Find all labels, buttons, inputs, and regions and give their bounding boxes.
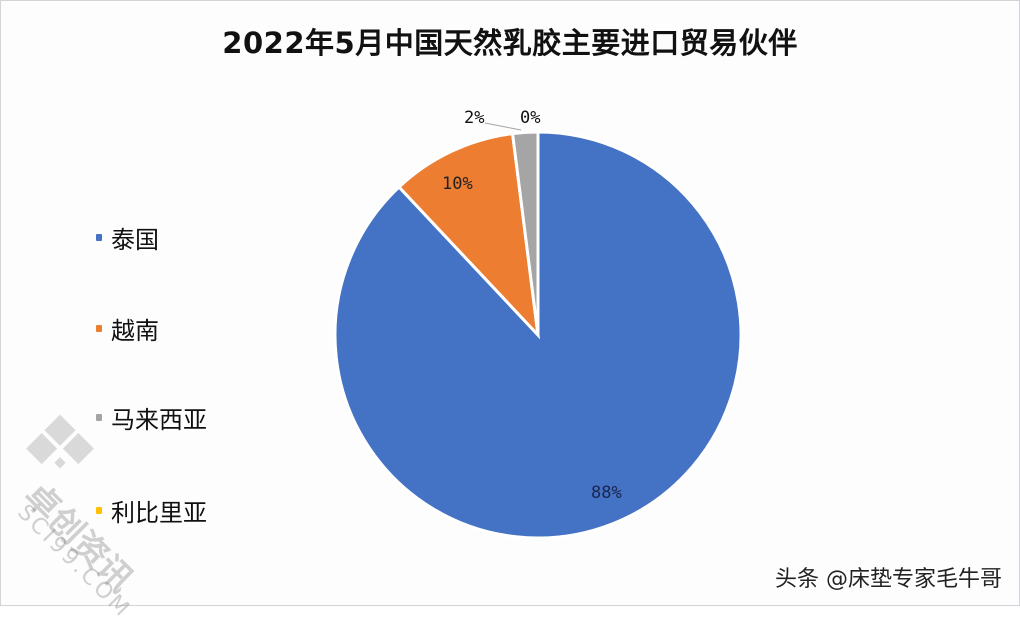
legend-swatch-orange-icon xyxy=(96,325,102,332)
label-vietnam: 10% xyxy=(442,174,473,194)
legend-item-malaysia: 马来西亚 xyxy=(96,400,207,435)
credit-text: 头条 @床垫专家毛牛哥 xyxy=(775,567,1002,592)
legend-swatch-gray-icon xyxy=(96,414,102,421)
pie-slice-1 xyxy=(396,131,541,340)
legend-swatch-blue-icon xyxy=(96,234,102,241)
leader-line xyxy=(484,122,522,131)
label-malaysia: 2% xyxy=(464,108,484,128)
legend-label: 泰国 xyxy=(111,226,159,254)
legend-label: 越南 xyxy=(111,317,159,345)
chart-title: 2022年5月中国天然乳胶主要进口贸易伙伴 xyxy=(222,26,798,60)
label-liberia: 0% xyxy=(520,108,540,128)
label-thailand: 88% xyxy=(591,483,622,503)
legend-label: 利比里亚 xyxy=(111,499,207,527)
legend-item-vietnam: 越南 xyxy=(96,311,159,346)
legend-swatch-yellow-icon xyxy=(96,507,102,514)
pie-chart: 2% 0% 10% 88% xyxy=(333,108,743,540)
pie-slice-2 xyxy=(510,130,540,336)
legend-item-thailand: 泰国 xyxy=(96,220,159,255)
legend-label: 马来西亚 xyxy=(111,406,207,434)
pie-slices xyxy=(333,130,743,540)
legend-item-liberia: 利比里亚 xyxy=(96,493,207,528)
